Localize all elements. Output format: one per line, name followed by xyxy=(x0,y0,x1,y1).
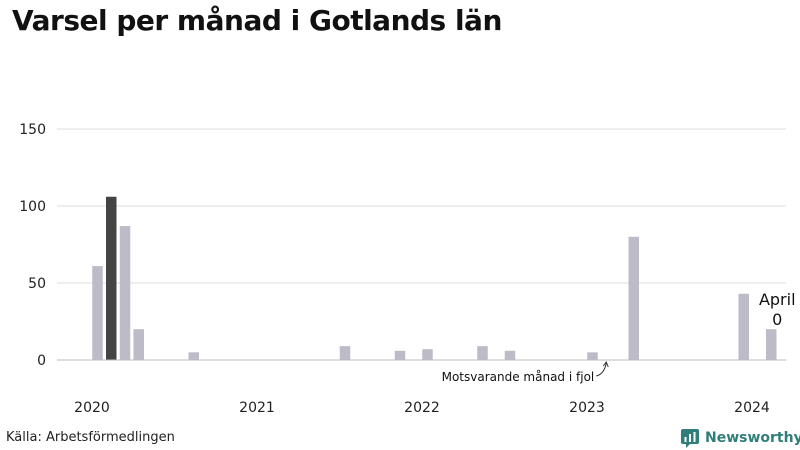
source-note: Källa: Arbetsförmedlingen xyxy=(6,430,175,445)
previous-year-note: Motsvarande månad i fjol xyxy=(442,370,595,384)
y-tick-label: 0 xyxy=(37,353,46,369)
current-month-label: April xyxy=(759,290,796,309)
y-tick-label: 100 xyxy=(19,199,46,215)
axis-layer: 0 50 100 150 2020 2021 2022 2023 2024 xyxy=(19,122,786,416)
newsworthy-logo-icon xyxy=(681,429,699,448)
bar xyxy=(133,329,144,360)
bar xyxy=(766,329,777,360)
chart-title: Varsel per månad i Gotlands län xyxy=(12,4,502,37)
bar xyxy=(422,349,433,360)
bar xyxy=(738,293,749,360)
bar xyxy=(188,352,199,360)
brand-logo: Newsworthy xyxy=(680,428,800,448)
x-tick-label: 2021 xyxy=(239,400,275,416)
x-tick-label: 2024 xyxy=(734,400,770,416)
bar xyxy=(119,226,131,360)
note-arrow-icon xyxy=(596,360,609,377)
brand-name: Newsworthy xyxy=(705,430,800,446)
y-tick-label: 150 xyxy=(19,122,46,138)
x-tick-label: 2023 xyxy=(569,400,605,416)
current-value-label: 0 xyxy=(772,310,782,329)
x-tick-label: 2020 xyxy=(74,400,110,416)
x-tick-label: 2022 xyxy=(404,400,440,416)
bar xyxy=(92,266,103,360)
bar xyxy=(477,346,488,360)
bar-highlighted xyxy=(106,196,117,360)
y-tick-label: 50 xyxy=(28,276,46,292)
bars-layer xyxy=(92,196,777,360)
annotation-layer: April 0 Motsvarande månad i fjol xyxy=(442,290,796,384)
bar xyxy=(394,350,406,360)
bar xyxy=(587,352,598,360)
bar xyxy=(339,346,351,360)
grid-layer xyxy=(57,128,786,284)
bar xyxy=(628,236,639,360)
bar xyxy=(504,350,516,360)
